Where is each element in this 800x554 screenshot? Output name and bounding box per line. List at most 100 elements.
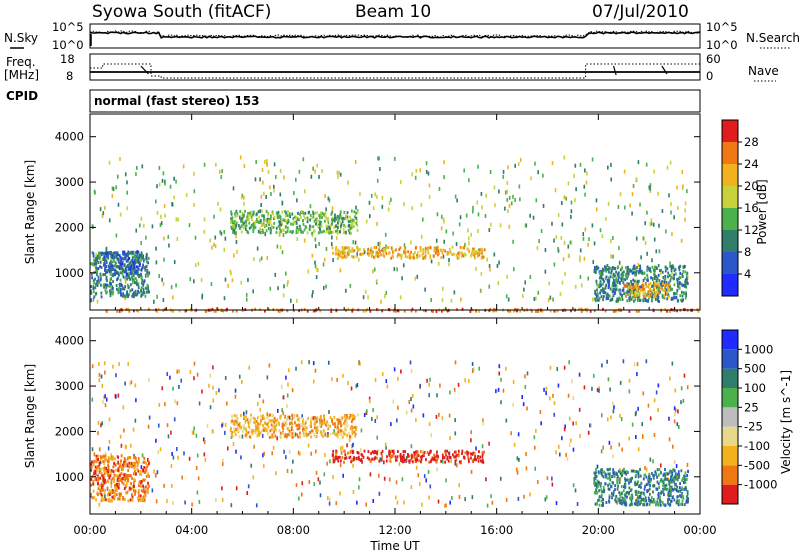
patch-cell xyxy=(313,219,316,223)
patch-cell xyxy=(417,454,420,458)
patch-cell xyxy=(348,246,351,250)
patch-cell xyxy=(419,248,422,252)
patch-cell xyxy=(291,230,294,234)
patch-cell xyxy=(142,455,145,459)
patch-cell xyxy=(349,225,352,229)
patch-cell xyxy=(602,288,605,292)
patch-cell xyxy=(666,291,668,295)
patch-cell xyxy=(616,280,619,284)
patch-cell xyxy=(645,284,648,288)
patch-cell xyxy=(608,500,611,504)
patch-cell xyxy=(109,289,111,293)
patch-cell xyxy=(282,228,284,232)
patch-cell xyxy=(667,500,669,504)
scatter-cell xyxy=(276,244,279,249)
scatter-cell xyxy=(278,232,281,237)
patch-cell xyxy=(100,489,103,493)
patch-cell xyxy=(489,307,492,311)
patch-cell xyxy=(481,250,484,254)
patch-cell xyxy=(109,499,112,503)
patch-cell xyxy=(610,491,613,495)
scatter-cell xyxy=(194,235,197,240)
patch-cell xyxy=(107,473,109,477)
scatter-cell xyxy=(555,450,557,455)
patch-cell xyxy=(479,251,481,255)
patch-cell xyxy=(445,451,447,455)
patch-cell xyxy=(473,254,476,258)
scatter-cell xyxy=(219,207,222,212)
patch-cell xyxy=(635,473,637,477)
scatter-cell xyxy=(156,470,159,475)
patch-cell xyxy=(604,309,607,313)
patch-cell xyxy=(103,481,106,485)
scatter-cell xyxy=(369,214,371,219)
scatter-cell xyxy=(321,169,323,174)
patch-cell xyxy=(99,272,102,276)
patch-cell xyxy=(309,214,312,218)
patch-cell xyxy=(362,455,365,459)
patch-cell xyxy=(391,250,394,254)
patch-cell xyxy=(641,271,644,275)
patch-cell xyxy=(627,287,629,291)
patch-cell xyxy=(115,462,118,466)
patch-cell xyxy=(303,427,306,431)
range-tick-label: 1000 xyxy=(55,470,84,484)
patch-cell xyxy=(663,288,666,292)
patch-cell xyxy=(453,252,455,256)
scatter-cell xyxy=(118,362,120,367)
scatter-cell xyxy=(166,372,169,377)
patch-cell xyxy=(309,218,312,222)
patch-cell xyxy=(369,458,372,462)
scatter-cell xyxy=(269,185,271,190)
scatter-cell xyxy=(631,211,633,216)
scatter-cell xyxy=(676,185,678,190)
patch-cell xyxy=(678,486,681,490)
patch-cell xyxy=(309,430,312,434)
patch-cell xyxy=(334,425,337,429)
scatter-cell xyxy=(195,465,198,470)
patch-cell xyxy=(658,279,661,283)
patch-cell xyxy=(399,253,402,257)
scatter-cell xyxy=(385,445,387,450)
patch-cell xyxy=(658,300,661,304)
patch-cell xyxy=(658,485,661,489)
patch-cell xyxy=(258,215,261,219)
scatter-cell xyxy=(641,434,644,439)
patch-cell xyxy=(104,266,107,270)
patch-cell xyxy=(103,458,106,462)
scatter-cell xyxy=(610,445,612,450)
scatter-cell xyxy=(298,496,300,501)
patch-cell xyxy=(350,218,352,222)
patch-cell xyxy=(601,267,604,271)
patch-cell xyxy=(398,248,401,252)
scatter-cell xyxy=(325,207,327,212)
patch-cell xyxy=(351,413,354,417)
patch-cell xyxy=(602,290,605,294)
patch-cell xyxy=(211,307,214,311)
patch-cell xyxy=(628,503,631,507)
patch-cell xyxy=(132,309,135,313)
patch-cell xyxy=(541,309,544,313)
patch-cell xyxy=(676,495,679,499)
noise-search-label: N.Search xyxy=(746,31,800,45)
scatter-cell xyxy=(148,415,151,420)
patch-cell xyxy=(290,231,293,235)
scatter-cell xyxy=(635,435,637,440)
scatter-cell xyxy=(428,393,430,398)
scatter-cell xyxy=(317,477,320,482)
patch-cell xyxy=(355,425,358,429)
patch-cell xyxy=(343,254,346,258)
scatter-cell xyxy=(563,241,566,246)
scatter-cell xyxy=(410,444,413,449)
patch-cell xyxy=(336,215,339,219)
patch-cell xyxy=(126,290,129,294)
patch-cell xyxy=(594,476,597,480)
patch-cell xyxy=(320,414,322,418)
scatter-cell xyxy=(172,386,174,391)
patch-cell xyxy=(355,246,358,250)
scatter-cell xyxy=(478,366,481,371)
patch-cell xyxy=(483,248,486,252)
scatter-cell xyxy=(551,482,554,487)
patch-cell xyxy=(473,451,476,455)
patch-cell xyxy=(326,217,328,221)
